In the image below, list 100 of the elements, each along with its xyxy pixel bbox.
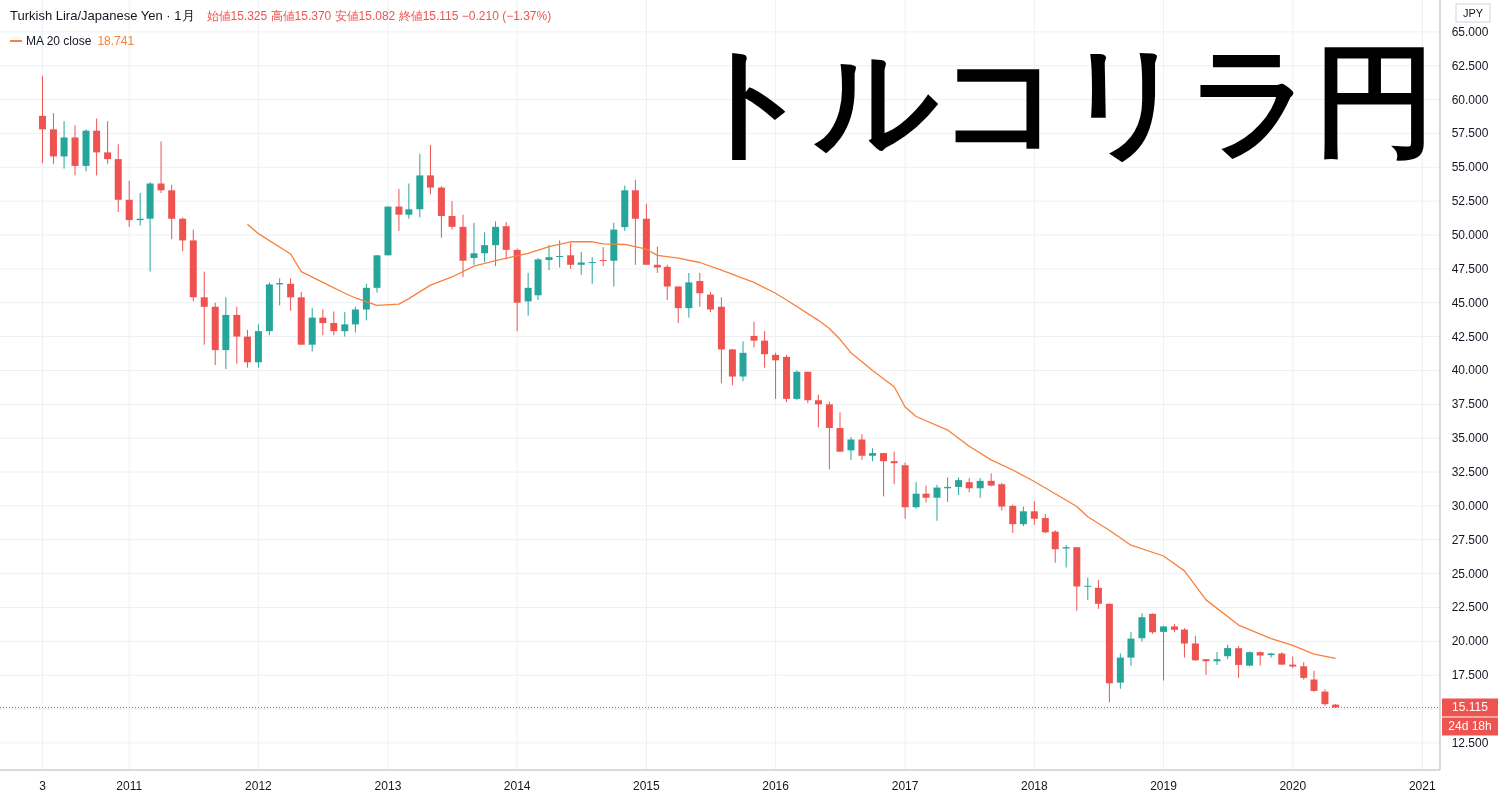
candlestick bbox=[502, 221, 510, 260]
candlestick bbox=[405, 183, 413, 220]
candlestick bbox=[287, 277, 295, 312]
x-tick-label: 2015 bbox=[633, 779, 661, 793]
y-tick-label: 40.000 bbox=[1451, 363, 1489, 378]
candlestick bbox=[1041, 513, 1049, 534]
y-tick-label: 12.500 bbox=[1451, 735, 1489, 750]
candlestick bbox=[330, 311, 338, 336]
candlestick bbox=[696, 272, 704, 308]
candlestick bbox=[319, 308, 327, 336]
candlestick bbox=[1180, 627, 1188, 659]
y-tick-label: 57.500 bbox=[1451, 126, 1489, 141]
y-tick-label: 35.000 bbox=[1451, 431, 1489, 446]
candlestick bbox=[104, 120, 112, 165]
candlestick bbox=[976, 477, 984, 499]
x-tick-label: 2013 bbox=[374, 779, 402, 793]
candlestick bbox=[858, 433, 866, 461]
candlestick bbox=[426, 144, 434, 195]
candlestick bbox=[481, 231, 489, 263]
candlestick bbox=[761, 330, 769, 369]
annotation: トルコリラ円 bbox=[688, 33, 1436, 169]
candlestick bbox=[674, 285, 682, 324]
candlestick bbox=[706, 291, 714, 313]
y-tick-label: 47.500 bbox=[1451, 261, 1489, 276]
legend-label: MA 20 close bbox=[26, 34, 92, 48]
y-tick-label: 25.000 bbox=[1451, 566, 1489, 581]
y-axis-title: JPY bbox=[1462, 7, 1484, 19]
candlestick bbox=[847, 436, 855, 461]
candlestick bbox=[880, 452, 888, 497]
candlestick bbox=[1127, 631, 1135, 667]
candlestick bbox=[341, 311, 349, 338]
candlestick bbox=[200, 271, 208, 346]
x-tick-label: 2020 bbox=[1279, 779, 1307, 793]
x-tick-label: 3 bbox=[39, 779, 47, 793]
y-tick-label: 42.500 bbox=[1451, 329, 1489, 344]
candlestick bbox=[567, 242, 575, 270]
y-tick-label: 20.000 bbox=[1451, 634, 1489, 649]
candlestick bbox=[750, 321, 758, 348]
candlestick bbox=[1138, 612, 1146, 643]
candlestick bbox=[179, 216, 187, 252]
y-tick-label: 27.500 bbox=[1451, 532, 1489, 547]
candlestick bbox=[362, 283, 370, 321]
candlestick bbox=[1084, 577, 1092, 601]
y-tick-label: 17.500 bbox=[1451, 668, 1489, 683]
text: 始値15.325 高値15.370 安値15.082 終値15.115 −0.210 (−1.37%) bbox=[206, 9, 552, 23]
candlestick bbox=[998, 482, 1006, 512]
annotation: 18.741 bbox=[97, 34, 135, 48]
ref-line-label: 15.115 bbox=[1452, 700, 1489, 715]
candlestick bbox=[772, 352, 780, 400]
candlestick bbox=[351, 306, 359, 334]
y-tick-label: 62.500 bbox=[1451, 58, 1489, 73]
x-tick-label: 2016 bbox=[762, 779, 790, 793]
candlestick bbox=[814, 394, 822, 428]
candlestick bbox=[922, 485, 930, 503]
candlestick bbox=[933, 484, 941, 522]
candlestick bbox=[599, 246, 607, 267]
candlestick bbox=[1094, 579, 1102, 610]
candlestick bbox=[125, 180, 133, 228]
x-tick-label: 2018 bbox=[1020, 779, 1049, 793]
candlestick bbox=[448, 200, 456, 231]
candlestick bbox=[1062, 544, 1070, 569]
candlestick bbox=[653, 246, 661, 274]
candlestick bbox=[1235, 645, 1243, 679]
candlestick bbox=[60, 120, 68, 170]
candlestick bbox=[1030, 500, 1038, 526]
candlestick bbox=[825, 401, 833, 470]
candlestick bbox=[1160, 625, 1168, 682]
candlestick bbox=[492, 220, 500, 267]
candlestick bbox=[524, 272, 532, 317]
candlestick bbox=[395, 188, 403, 232]
y-tick-label: 32.500 bbox=[1451, 465, 1489, 480]
x-tick-label: 2021 bbox=[1408, 779, 1436, 793]
y-tick-label: 60.000 bbox=[1451, 92, 1489, 107]
y-tick-label: 37.500 bbox=[1451, 397, 1489, 412]
candlestick bbox=[556, 239, 564, 268]
candlestick bbox=[1213, 651, 1221, 666]
y-tick-label: 52.500 bbox=[1451, 194, 1489, 209]
candlestick bbox=[836, 411, 844, 453]
candlestick bbox=[1019, 506, 1027, 527]
x-tick-label: 2012 bbox=[245, 779, 273, 793]
candlestick bbox=[545, 244, 553, 271]
candlestick bbox=[890, 451, 898, 485]
candlestick bbox=[233, 306, 241, 365]
x-tick-label: 2019 bbox=[1150, 779, 1178, 793]
candlestick bbox=[1051, 529, 1059, 564]
candlestick bbox=[38, 75, 46, 164]
candlestick bbox=[1149, 612, 1157, 635]
candlestick bbox=[1202, 658, 1210, 676]
candlestick bbox=[1191, 635, 1199, 662]
y-tick-label: 65.000 bbox=[1451, 24, 1489, 39]
x-tick-label: 2017 bbox=[891, 779, 919, 793]
candlestick bbox=[1310, 670, 1318, 693]
x-tick-label: 2011 bbox=[116, 779, 143, 793]
candlestick bbox=[577, 251, 585, 276]
text: 24d 18h bbox=[1448, 719, 1492, 734]
x-tick-label: 2014 bbox=[503, 779, 531, 793]
candlestick bbox=[93, 118, 101, 176]
line-series bbox=[246, 223, 1337, 660]
y-tick-label: 55.000 bbox=[1451, 160, 1489, 175]
candlestick bbox=[588, 256, 596, 285]
